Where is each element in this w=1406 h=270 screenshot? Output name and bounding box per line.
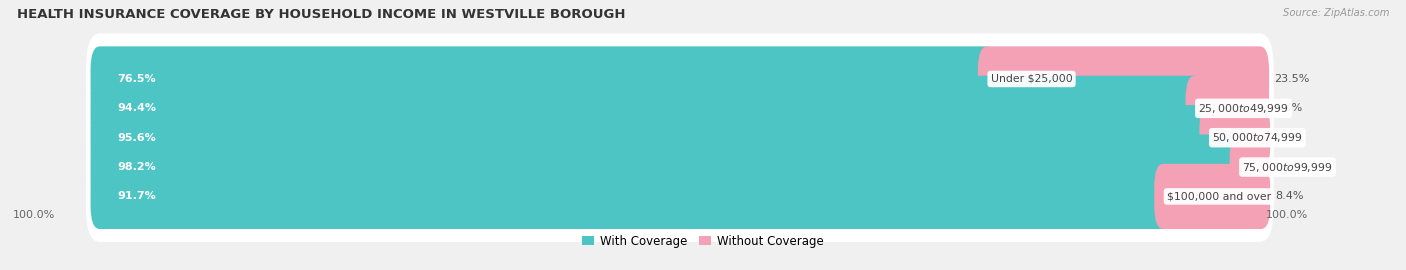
FancyBboxPatch shape xyxy=(90,105,1218,170)
FancyBboxPatch shape xyxy=(90,46,997,112)
FancyBboxPatch shape xyxy=(86,92,1274,183)
FancyBboxPatch shape xyxy=(86,151,1274,242)
FancyBboxPatch shape xyxy=(1185,76,1270,141)
FancyBboxPatch shape xyxy=(1154,164,1270,229)
Text: 100.0%: 100.0% xyxy=(1265,210,1308,220)
Legend: With Coverage, Without Coverage: With Coverage, Without Coverage xyxy=(578,230,828,252)
Text: 5.6%: 5.6% xyxy=(1274,103,1302,113)
Text: 91.7%: 91.7% xyxy=(117,191,156,201)
FancyBboxPatch shape xyxy=(979,46,1270,112)
Text: $100,000 and over: $100,000 and over xyxy=(1167,191,1271,201)
Text: $25,000 to $49,999: $25,000 to $49,999 xyxy=(1198,102,1289,115)
FancyBboxPatch shape xyxy=(1230,134,1270,200)
Text: 76.5%: 76.5% xyxy=(117,74,156,84)
Text: 94.4%: 94.4% xyxy=(117,103,156,113)
Text: Source: ZipAtlas.com: Source: ZipAtlas.com xyxy=(1282,8,1389,18)
Text: 100.0%: 100.0% xyxy=(13,210,55,220)
Text: 4.5%: 4.5% xyxy=(1275,133,1303,143)
FancyBboxPatch shape xyxy=(90,76,1204,141)
FancyBboxPatch shape xyxy=(86,122,1274,212)
FancyBboxPatch shape xyxy=(86,33,1274,124)
Text: Under $25,000: Under $25,000 xyxy=(991,74,1073,84)
FancyBboxPatch shape xyxy=(90,134,1249,200)
Text: 8.4%: 8.4% xyxy=(1275,191,1303,201)
FancyBboxPatch shape xyxy=(1199,105,1270,170)
Text: 1.8%: 1.8% xyxy=(1274,162,1302,172)
Text: HEALTH INSURANCE COVERAGE BY HOUSEHOLD INCOME IN WESTVILLE BOROUGH: HEALTH INSURANCE COVERAGE BY HOUSEHOLD I… xyxy=(17,8,626,21)
Text: $75,000 to $99,999: $75,000 to $99,999 xyxy=(1243,161,1333,174)
Text: $50,000 to $74,999: $50,000 to $74,999 xyxy=(1212,131,1302,144)
Text: 23.5%: 23.5% xyxy=(1274,74,1309,84)
FancyBboxPatch shape xyxy=(86,63,1274,154)
Text: 98.2%: 98.2% xyxy=(117,162,156,172)
Text: 95.6%: 95.6% xyxy=(117,133,156,143)
FancyBboxPatch shape xyxy=(90,164,1173,229)
